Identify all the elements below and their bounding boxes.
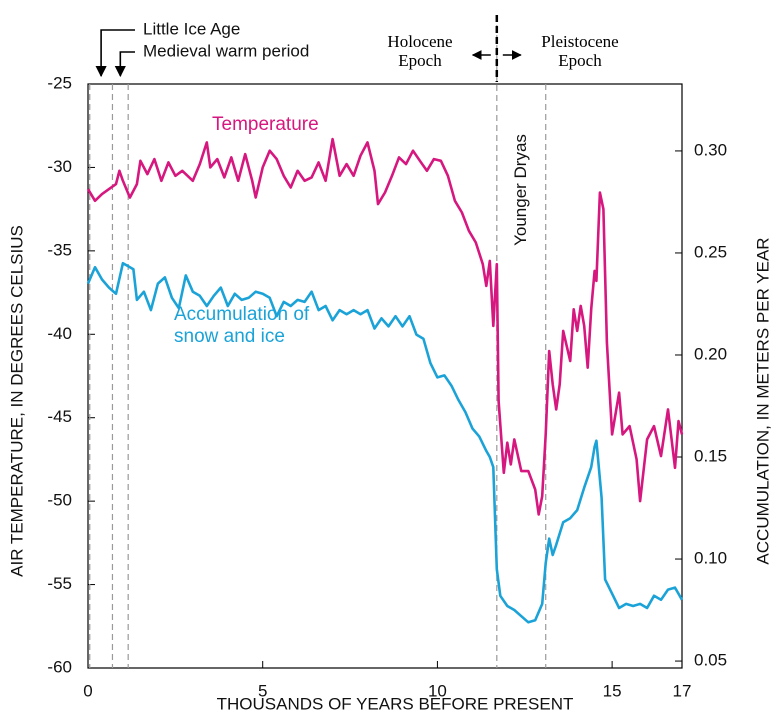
annotation: Younger Dryas <box>511 134 530 246</box>
series-label: Temperature <box>212 114 319 135</box>
y-tick-label: -45 <box>47 407 72 426</box>
y-tick-label: -50 <box>47 491 72 510</box>
x-tick-label: 0 <box>83 681 92 700</box>
y-tick-label: -40 <box>47 324 72 343</box>
annotation: Holocene Epoch <box>387 32 453 70</box>
annotation: Medieval warm period <box>143 41 309 60</box>
annotation-arrow <box>95 29 135 78</box>
y2-tick-label: 0.10 <box>694 549 727 568</box>
x-tick-label: 10 <box>428 681 447 700</box>
x-tick-label: 15 <box>603 681 622 700</box>
series-label: Accumulation of snow and ice <box>174 304 310 347</box>
y2-tick-label: 0.25 <box>694 242 727 261</box>
y2-tick-label: 0.05 <box>694 651 727 670</box>
y-tick-label: -55 <box>47 574 72 593</box>
annotation: Little Ice Age <box>143 19 240 38</box>
y2-tick-label: 0.20 <box>694 344 727 363</box>
annotation-arrow <box>114 51 135 78</box>
y-tick-label: -30 <box>47 157 72 176</box>
y-tick-label: -60 <box>47 657 72 676</box>
y-tick-label: -25 <box>47 73 72 92</box>
y2-axis-label: ACCUMULATION, IN METERS PER YEAR <box>753 237 772 564</box>
plot-frame <box>87 83 683 669</box>
x-tick-label: 5 <box>258 681 267 700</box>
x-tick-label: 17 <box>673 681 692 700</box>
y2-tick-label: 0.30 <box>694 140 727 159</box>
y2-tick-label: 0.15 <box>694 446 727 465</box>
x-axis-label: THOUSANDS OF YEARS BEFORE PRESENT <box>217 694 574 713</box>
y-tick-label: -35 <box>47 240 72 259</box>
y-axis-label: AIR TEMPERATURE, IN DEGREES CELSIUS <box>7 225 26 577</box>
series-line <box>86 137 684 516</box>
annotation: Pleistocene Epoch <box>541 32 619 70</box>
series-line <box>86 261 684 624</box>
